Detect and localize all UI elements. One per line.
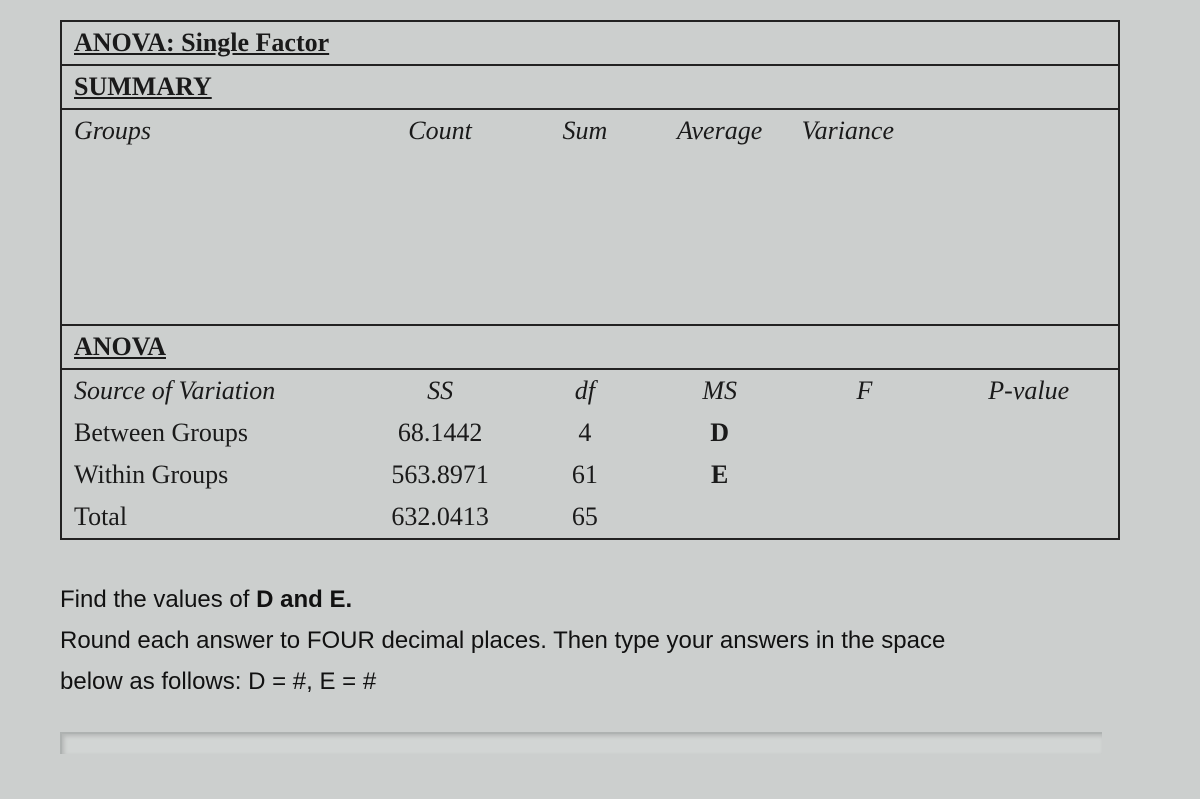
- within-ms: E: [650, 454, 790, 496]
- within-df: 61: [520, 454, 650, 496]
- row-within: Within Groups 563.8971 61 E: [61, 454, 1119, 496]
- between-ms: D: [650, 412, 790, 454]
- within-ss: 563.8971: [360, 454, 520, 496]
- hdr-f: F: [790, 369, 940, 412]
- instr-line1a: Find the values of: [60, 586, 256, 613]
- anova-table: ANOVA: Single Factor SUMMARY Groups Coun…: [60, 20, 1120, 540]
- total-ss: 632.0413: [360, 496, 520, 539]
- between-label: Between Groups: [61, 412, 360, 454]
- row-total: Total 632.0413 65: [61, 496, 1119, 539]
- table-title: ANOVA: Single Factor: [74, 28, 329, 57]
- hdr-ms: MS: [650, 369, 790, 412]
- hdr-pvalue: P-value: [939, 369, 1119, 412]
- summary-label: SUMMARY: [61, 65, 1119, 109]
- between-ss: 68.1442: [360, 412, 520, 454]
- answer-input[interactable]: [60, 732, 1102, 754]
- row-between: Between Groups 68.1442 4 D: [61, 412, 1119, 454]
- hdr-df: df: [520, 369, 650, 412]
- total-df: 65: [520, 496, 650, 539]
- hdr-average: Average: [650, 109, 790, 152]
- instructions-text: Find the values of D and E. Round each a…: [60, 580, 1160, 702]
- hdr-sum: Sum: [520, 109, 650, 152]
- instr-line2: Round each answer to FOUR decimal places…: [60, 621, 1160, 662]
- between-df: 4: [520, 412, 650, 454]
- hdr-groups: Groups: [61, 109, 360, 152]
- hdr-variance: Variance: [790, 109, 940, 152]
- hdr-source: Source of Variation: [61, 369, 360, 412]
- hdr-ss: SS: [360, 369, 520, 412]
- hdr-count: Count: [360, 109, 520, 152]
- total-label: Total: [61, 496, 360, 539]
- within-label: Within Groups: [61, 454, 360, 496]
- instr-line3: below as follows: D = #, E = #: [60, 662, 1160, 703]
- instr-line1b: D and E.: [256, 586, 352, 613]
- summary-empty-area: [61, 152, 1119, 325]
- anova-section-label: ANOVA: [61, 325, 1119, 369]
